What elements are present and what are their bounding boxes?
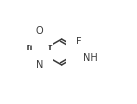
Text: O: O [35,26,43,36]
Text: F: F [76,37,82,47]
Text: N: N [36,60,43,70]
Text: NH: NH [83,53,98,63]
Text: N: N [75,53,83,63]
